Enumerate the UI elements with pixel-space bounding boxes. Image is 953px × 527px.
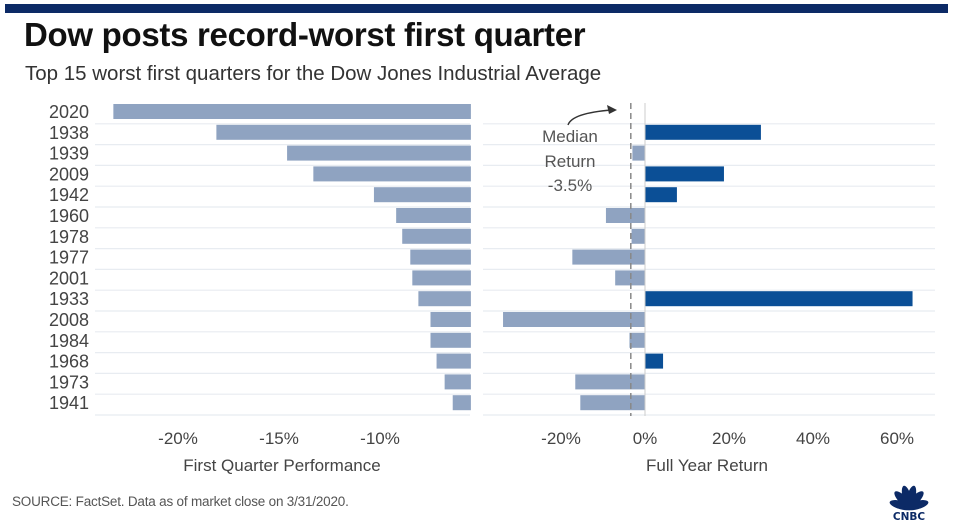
chart-subtitle: Top 15 worst first quarters for the Dow … [25,62,602,85]
full-year-bar-1977 [572,249,645,265]
full-year-bar-1984 [629,332,645,348]
first-quarter-bar-1984 [430,332,471,348]
left-tick-label: -15% [259,429,299,448]
first-quarter-bar-1977 [410,249,471,265]
category-label: 1984 [49,331,89,351]
full-year-bar-1960 [605,208,645,223]
first-quarter-bar-1978 [402,228,471,244]
left-tick-label: -20% [158,429,198,448]
peacock-feather [905,500,929,511]
left-x-axis-label: First Quarter Performance [183,456,380,475]
right-gridlines [483,123,935,416]
left-gridlines [95,123,470,416]
category-label: 1973 [49,372,89,392]
right-tick-label: 0% [633,429,658,448]
category-label: 1942 [49,185,89,205]
category-label: 1933 [49,289,89,309]
full-year-bar-1933 [645,291,913,307]
median-annotation: Median Return -3.5% [542,105,617,195]
full-year-bar-1978 [631,228,645,244]
category-labels: 2020193819392009194219601978197720011933… [49,102,89,413]
first-quarter-chart: 2020193819392009194219601978197720011933… [49,102,471,475]
full-year-return-chart: Median Return -3.5% -20% 0% 20% 40% 60% Full… [483,103,935,475]
category-label: 1938 [49,123,89,143]
first-quarter-bar-1942 [373,187,471,203]
first-quarter-bar-1938 [216,124,471,140]
full-year-bar-1941 [580,395,645,411]
category-label: 1968 [49,352,89,372]
first-quarter-bar-1960 [396,208,471,223]
cnbc-logo-feathers [889,485,929,511]
right-tick-label: 40% [796,429,830,448]
full-year-bar-2009 [645,166,724,182]
category-label: 1960 [49,206,89,226]
full-year-bar-2008 [503,312,645,327]
full-year-bar-1973 [575,374,645,390]
right-x-axis-label: Full Year Return [646,456,768,475]
first-quarter-bar-1939 [287,145,471,161]
full-year-bar-1968 [645,353,664,369]
category-label: 1978 [49,227,89,247]
top-accent-bar [5,4,948,13]
category-label: 2001 [49,268,89,288]
arrow-icon [567,109,613,126]
category-label: 1939 [49,144,89,164]
chart-title: Dow posts record-worst first quarter [24,16,586,53]
first-quarter-bar-1933 [418,291,471,307]
first-quarter-bar-1968 [436,353,471,369]
median-annotation-line: Return [544,152,595,171]
right-tick-label: -20% [541,429,581,448]
source-note: SOURCE: FactSet. Data as of market close… [12,494,349,509]
peacock-icon: CNBC [889,485,929,522]
first-quarter-bar-2001 [412,270,471,286]
full-year-bar-1942 [645,187,677,203]
full-year-bar-1938 [645,124,761,140]
category-label: 1977 [49,248,89,268]
left-tick-label: -10% [360,429,400,448]
first-quarter-bar-2020 [113,104,471,119]
right-tick-label: 60% [880,429,914,448]
category-label: 1941 [49,393,89,413]
cnbc-logo-text: CNBC [893,511,925,522]
first-quarter-bar-1941 [452,395,471,411]
first-quarter-bar-1973 [444,374,471,390]
arrowhead-icon [607,105,617,114]
full-year-bar-1939 [632,145,645,161]
right-tick-label: 20% [712,429,746,448]
first-quarter-bar-2008 [430,312,471,327]
first-quarter-bar-2009 [313,166,471,182]
right-x-ticks: -20% 0% 20% 40% 60% [541,429,914,448]
left-x-ticks: -20% -15% -10% [158,429,400,448]
median-annotation-line: Median [542,127,598,146]
left-bars [113,104,471,411]
category-label: 2008 [49,310,89,330]
median-annotation-value: -3.5% [548,176,592,195]
category-label: 2020 [49,102,89,122]
category-label: 2009 [49,164,89,184]
